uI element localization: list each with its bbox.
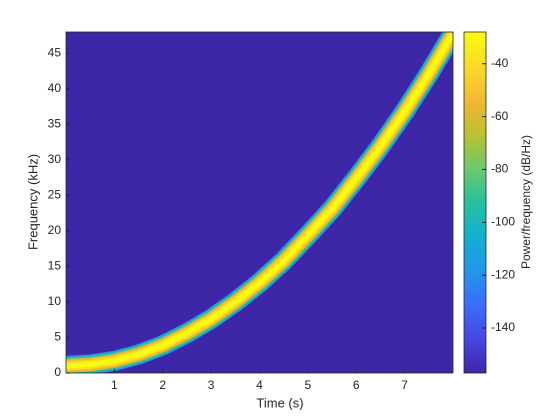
- y-axis-label: Frequency (kHz): [25, 154, 40, 250]
- colorbar-tick-label: -120: [491, 267, 515, 281]
- x-tick-label: 4: [256, 378, 263, 392]
- plot-background: [66, 32, 453, 373]
- y-tick-label: 10: [48, 294, 62, 308]
- ridge: [66, 32, 453, 369]
- y-tick-label: 30: [48, 152, 62, 166]
- x-tick-label: 6: [353, 378, 360, 392]
- x-tick-label: 7: [401, 378, 408, 392]
- y-tick-label: 20: [48, 223, 62, 237]
- x-tick-label: 2: [159, 378, 166, 392]
- x-tick-label: 3: [208, 378, 215, 392]
- x-axis-label: Time (s): [256, 395, 303, 410]
- colorbar-tick-label: -140: [491, 320, 515, 334]
- colorbar-tick-label: -100: [491, 214, 515, 228]
- y-tick-label: 5: [54, 330, 61, 344]
- colorbar-label: Power/frequency (dB/Hz): [519, 135, 533, 269]
- colorbar: [463, 31, 487, 374]
- spectrum: [66, 32, 453, 373]
- y-tick-label: 0: [54, 365, 61, 379]
- y-tick-label: 40: [48, 81, 62, 95]
- x-tick-label: 1: [111, 378, 118, 392]
- y-tick-label: 35: [48, 117, 62, 131]
- y-tick-label: 15: [48, 259, 62, 273]
- colorbar-tick-label: -80: [491, 162, 509, 176]
- y-tick-label: 45: [48, 45, 62, 59]
- colorbar-tick-label: -60: [491, 109, 509, 123]
- x-tick-label: 5: [305, 378, 312, 392]
- y-tick-label: 25: [48, 188, 62, 202]
- colorbar-tick-label: -40: [491, 56, 509, 70]
